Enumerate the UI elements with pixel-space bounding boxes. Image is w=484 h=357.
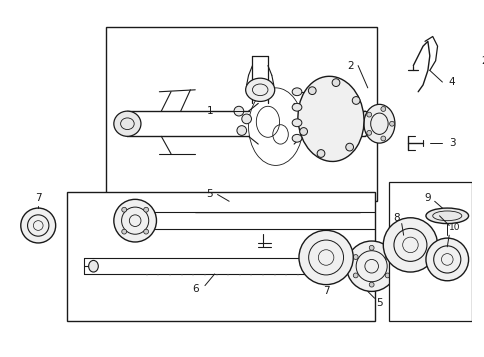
Ellipse shape: [114, 111, 141, 136]
Ellipse shape: [317, 150, 324, 157]
Ellipse shape: [384, 255, 389, 260]
Text: 2: 2: [347, 61, 353, 71]
Text: 7: 7: [35, 193, 42, 203]
Ellipse shape: [143, 207, 148, 212]
Ellipse shape: [242, 114, 251, 124]
Ellipse shape: [245, 78, 274, 101]
Ellipse shape: [121, 229, 126, 234]
Ellipse shape: [114, 199, 156, 242]
Ellipse shape: [352, 273, 357, 278]
Text: 1: 1: [206, 106, 212, 116]
Ellipse shape: [121, 207, 126, 212]
Ellipse shape: [237, 126, 246, 135]
Ellipse shape: [297, 76, 363, 161]
Ellipse shape: [346, 241, 396, 291]
Ellipse shape: [308, 87, 316, 95]
Ellipse shape: [345, 143, 353, 151]
Text: 10: 10: [448, 223, 460, 232]
Ellipse shape: [382, 218, 437, 272]
Ellipse shape: [352, 255, 357, 260]
Ellipse shape: [21, 208, 56, 243]
Ellipse shape: [291, 119, 301, 127]
Text: 7: 7: [322, 286, 329, 296]
Bar: [388, 182, 470, 321]
Text: 4: 4: [448, 77, 454, 87]
Ellipse shape: [368, 245, 373, 250]
Ellipse shape: [234, 106, 243, 116]
Ellipse shape: [291, 134, 301, 142]
Ellipse shape: [363, 104, 394, 143]
Text: 3: 3: [448, 138, 454, 148]
Ellipse shape: [380, 136, 385, 141]
Ellipse shape: [291, 88, 301, 96]
Ellipse shape: [384, 273, 389, 278]
Ellipse shape: [237, 73, 314, 180]
Ellipse shape: [89, 260, 98, 272]
Ellipse shape: [291, 104, 301, 111]
Text: 5: 5: [206, 190, 212, 200]
Ellipse shape: [299, 127, 307, 135]
Ellipse shape: [351, 97, 359, 104]
Ellipse shape: [366, 112, 371, 117]
Text: 9: 9: [424, 193, 430, 203]
Text: 6: 6: [192, 283, 198, 293]
Ellipse shape: [332, 79, 339, 86]
Ellipse shape: [298, 230, 352, 285]
Text: 2: 2: [480, 56, 484, 66]
Ellipse shape: [425, 238, 468, 281]
Bar: [67, 192, 374, 321]
Ellipse shape: [366, 130, 371, 135]
Ellipse shape: [425, 208, 468, 223]
Ellipse shape: [143, 229, 148, 234]
Bar: [106, 27, 377, 201]
Ellipse shape: [380, 106, 385, 111]
Text: 5: 5: [375, 298, 382, 308]
Ellipse shape: [368, 282, 373, 287]
Ellipse shape: [389, 121, 393, 126]
Text: 8: 8: [393, 213, 399, 223]
